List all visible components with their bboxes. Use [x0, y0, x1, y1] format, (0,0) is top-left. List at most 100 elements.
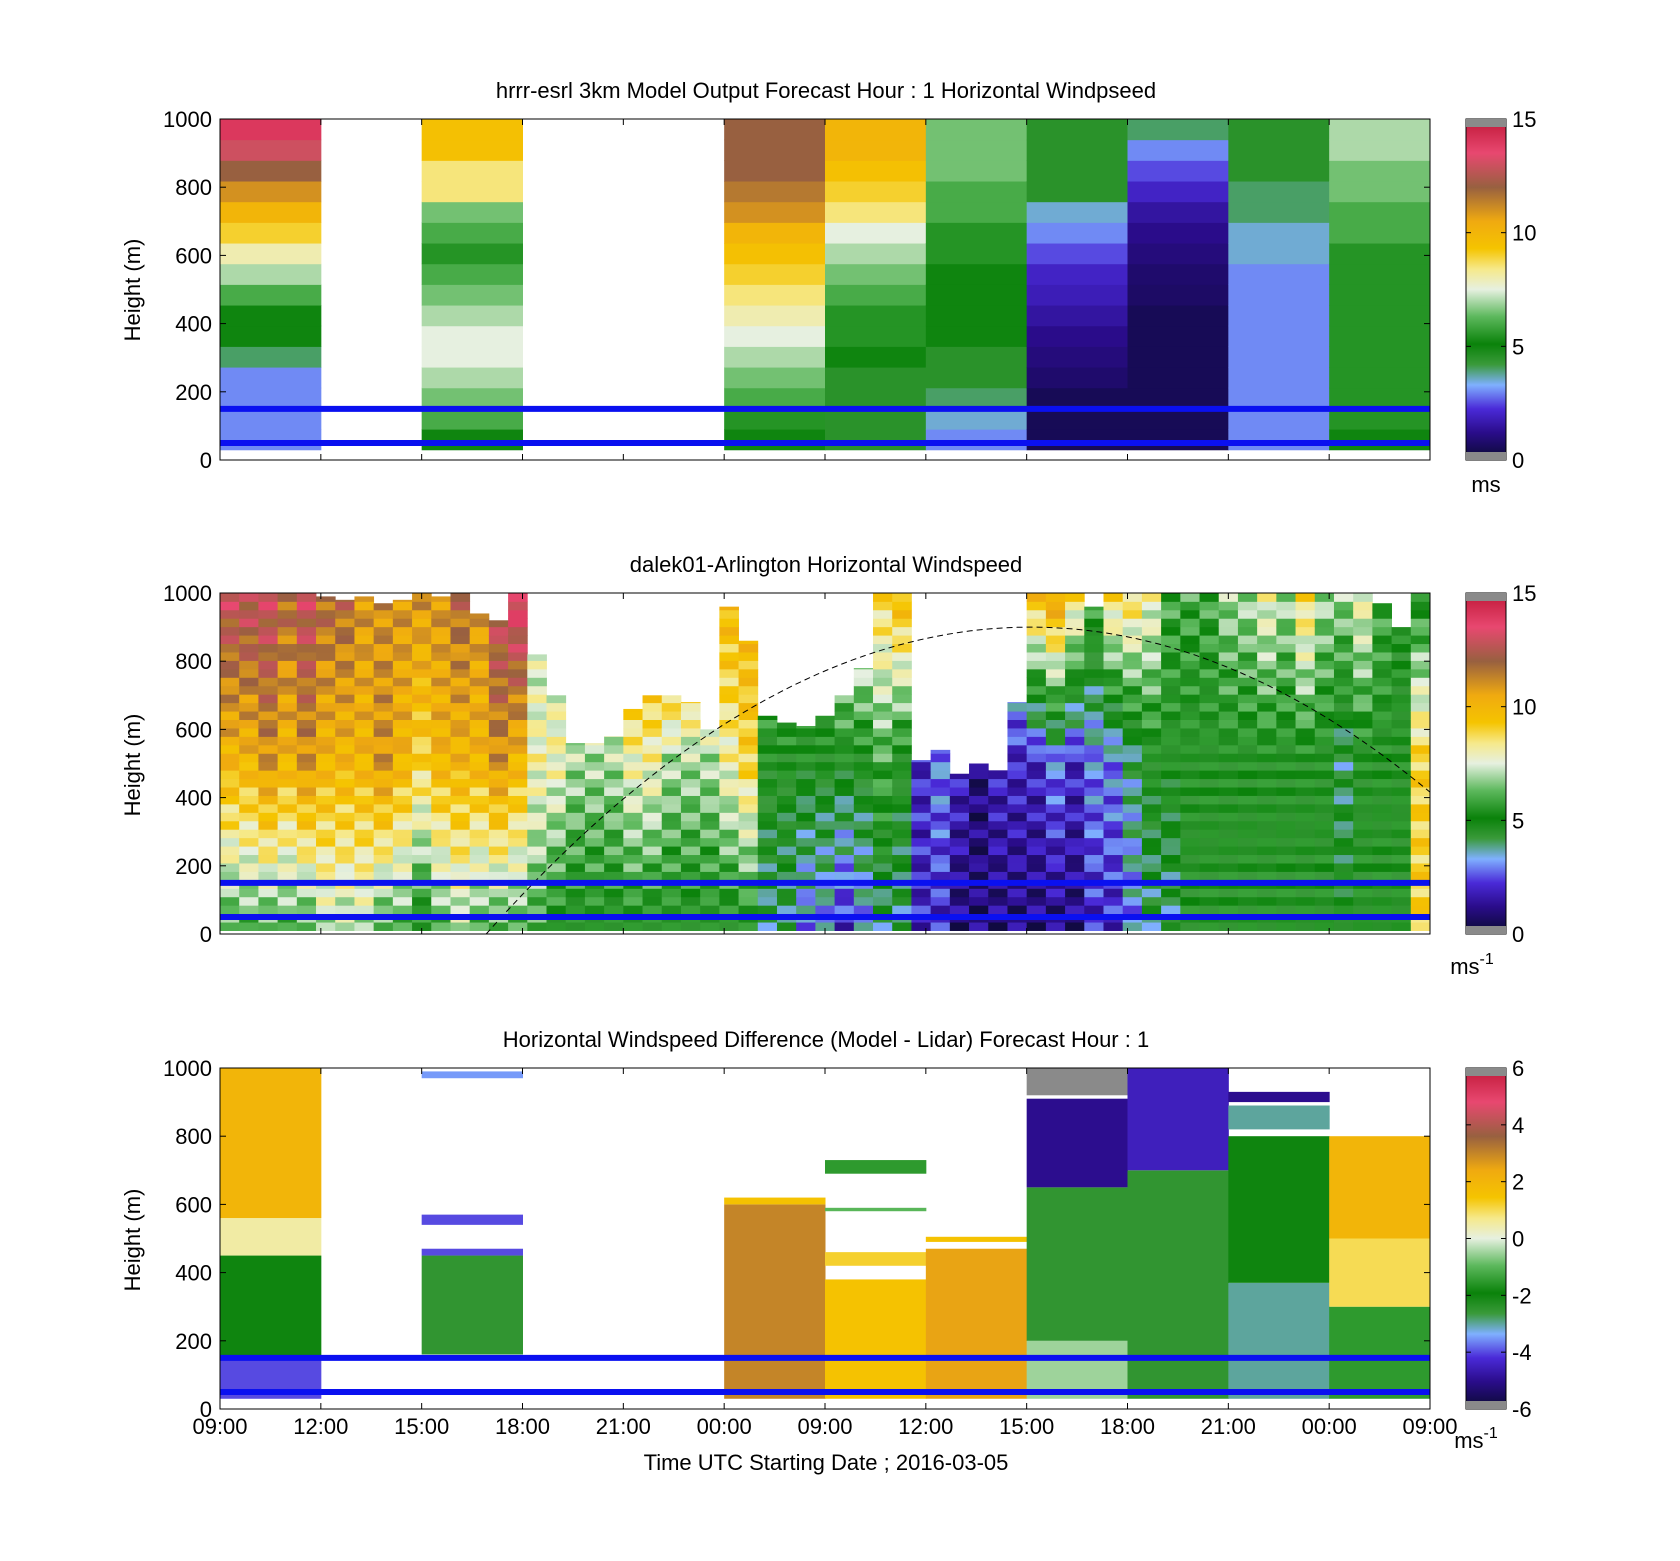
heatmap-cell	[825, 119, 927, 141]
heatmap-cell	[354, 846, 375, 856]
heatmap-cell	[412, 736, 432, 746]
heatmap-cell	[335, 896, 355, 906]
heatmap-cell	[546, 736, 567, 746]
heatmap-cell	[1276, 660, 1296, 670]
heatmap-cell	[1333, 677, 1354, 687]
heatmap-cell	[853, 829, 874, 839]
heatmap-cell	[488, 685, 509, 695]
heatmap-cell	[1228, 408, 1330, 430]
heatmap-cell	[1257, 812, 1277, 822]
heatmap-cell	[1391, 761, 1412, 771]
heatmap-cell	[220, 896, 240, 906]
heatmap-cell	[834, 803, 855, 813]
heatmap-cell	[988, 922, 1008, 931]
heatmap-cell	[853, 668, 874, 670]
colorbar-unit-base: ms	[1454, 1428, 1483, 1453]
heatmap-cell	[1333, 795, 1354, 805]
heatmap-cell	[373, 753, 394, 763]
heatmap-cell	[988, 829, 1008, 839]
heatmap-cell	[1218, 896, 1239, 906]
heatmap-cell	[642, 719, 663, 729]
heatmap-cell	[373, 896, 394, 906]
heatmap-cell	[661, 736, 682, 746]
heatmap-cell	[1218, 778, 1239, 788]
heatmap-cell	[1084, 812, 1104, 822]
heatmap-cell	[220, 1068, 322, 1219]
heatmap-cell	[1122, 660, 1143, 670]
heatmap-cell	[988, 795, 1008, 805]
x-axis-ticks	[219, 119, 1431, 460]
heatmap-cell	[258, 660, 279, 670]
heatmap-cell	[469, 896, 490, 906]
heatmap-cell	[1353, 854, 1373, 864]
heatmap-cell	[584, 770, 605, 780]
heatmap-cell	[930, 803, 951, 813]
heatmap-cell	[700, 753, 720, 763]
heatmap-cell	[1333, 719, 1354, 729]
heatmap-cell	[892, 770, 912, 780]
heatmap-cell	[1372, 778, 1392, 788]
heatmap-cell	[1199, 753, 1220, 763]
heatmap-cell	[258, 837, 279, 847]
heatmap-cell	[757, 753, 778, 763]
heatmap-cell	[373, 854, 394, 864]
heatmap-cell	[680, 744, 701, 754]
heatmap-cell	[508, 922, 528, 931]
heatmap-cell	[469, 770, 490, 780]
heatmap-cell	[1295, 635, 1316, 645]
heatmap-cell	[488, 863, 509, 872]
heatmap-cell	[988, 871, 1008, 881]
heatmap-cell	[930, 871, 951, 881]
heatmap-cell	[911, 761, 932, 771]
heatmap-cell	[1314, 812, 1335, 822]
heatmap-cell	[450, 609, 471, 619]
heatmap-cell	[258, 863, 279, 872]
heatmap-cell	[1045, 854, 1066, 864]
heatmap-cell	[546, 702, 567, 712]
heatmap-cell	[1007, 702, 1028, 712]
heatmap-cell	[335, 685, 355, 695]
heatmap-cell	[623, 761, 643, 771]
heatmap-cell	[392, 820, 413, 830]
heatmap-cell	[1314, 770, 1335, 780]
heatmap-cell	[277, 837, 298, 847]
heatmap-cell	[508, 719, 528, 729]
heatmap-cell	[421, 429, 523, 451]
heatmap-cell	[220, 626, 240, 636]
heatmap-cell	[1228, 367, 1330, 389]
heatmap-cell	[825, 1160, 927, 1174]
heatmap-cell	[431, 609, 451, 619]
colorbar-tick-label: 15	[1512, 107, 1536, 132]
heatmap-cell	[834, 896, 855, 906]
heatmap-cell	[1276, 795, 1296, 805]
heatmap-cell	[815, 778, 836, 788]
y-tick-label: 200	[175, 380, 212, 405]
heatmap-cell	[1127, 325, 1229, 347]
heatmap-cell	[450, 728, 471, 737]
heatmap-cell	[392, 795, 413, 805]
heatmap-cell	[680, 753, 701, 763]
heatmap-cell	[1045, 601, 1066, 611]
heatmap-cell	[220, 685, 240, 695]
heatmap-cell	[354, 652, 375, 661]
heatmap-cell	[488, 795, 509, 805]
heatmap-cell	[296, 787, 317, 796]
heatmap-cell	[527, 660, 547, 670]
heatmap-cell	[546, 695, 567, 704]
heatmap-cell	[450, 694, 471, 704]
heatmap-cell	[1180, 744, 1200, 754]
heatmap-cell	[373, 761, 394, 771]
heatmap-cell	[527, 896, 547, 906]
heatmap-cell	[738, 778, 759, 788]
heatmap-cell	[1218, 863, 1239, 872]
heatmap-cell	[724, 1204, 826, 1399]
heatmap-cell	[738, 846, 759, 856]
heatmap-cell	[1218, 719, 1239, 729]
heatmap-cell	[508, 609, 528, 619]
heatmap-cell	[220, 618, 240, 628]
heatmap-cell	[354, 922, 375, 931]
heatmap-cell	[1103, 863, 1124, 872]
dashed-curve	[485, 626, 1431, 935]
heatmap-cell	[738, 668, 759, 678]
heatmap-cell	[700, 778, 720, 788]
